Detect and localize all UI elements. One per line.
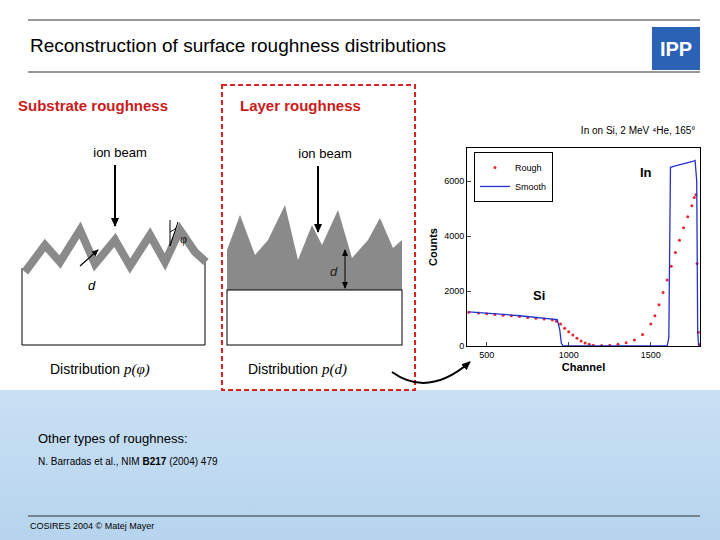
svg-text:Distribution p(d): Distribution p(d): [248, 361, 347, 378]
svg-text:ion beam: ion beam: [93, 145, 146, 160]
svg-text:Counts: Counts: [427, 228, 439, 266]
svg-text:In: In: [640, 165, 652, 180]
svg-text:6000: 6000: [444, 176, 464, 186]
svg-text:4000: 4000: [444, 231, 464, 241]
svg-text:Channel: Channel: [562, 361, 605, 373]
svg-text:d: d: [330, 264, 338, 279]
svg-text:1000: 1000: [559, 350, 579, 360]
svg-text:ion beam: ion beam: [298, 146, 351, 161]
svg-text:Layer roughness: Layer roughness: [240, 97, 361, 114]
svg-text:1500: 1500: [641, 350, 661, 360]
svg-text:φ: φ: [180, 232, 187, 246]
svg-text:IPP: IPP: [660, 38, 692, 60]
svg-text:Rough: Rough: [515, 163, 542, 173]
svg-text:N. Barradas et al., NIM B217 (: N. Barradas et al., NIM B217 (2004) 479: [38, 456, 218, 467]
svg-text:Si: Si: [533, 288, 545, 303]
svg-text:d: d: [88, 278, 96, 293]
svg-text:Smooth: Smooth: [515, 182, 546, 192]
svg-text:Reconstruction of surface roug: Reconstruction of surface roughness dist…: [30, 35, 446, 56]
svg-text:COSIRES 2004 © Matej Mayer: COSIRES 2004 © Matej Mayer: [30, 521, 154, 531]
svg-text:0: 0: [459, 341, 464, 351]
svg-text:500: 500: [479, 350, 494, 360]
svg-text:In on Si, 2 MeV ⁴He, 165°: In on Si, 2 MeV ⁴He, 165°: [581, 125, 695, 136]
svg-text:Substrate roughness: Substrate roughness: [18, 97, 168, 114]
svg-text:Other types of roughness:: Other types of roughness:: [38, 431, 188, 446]
svg-text:Distribution p(φ): Distribution p(φ): [50, 361, 150, 378]
svg-text:2000: 2000: [444, 286, 464, 296]
